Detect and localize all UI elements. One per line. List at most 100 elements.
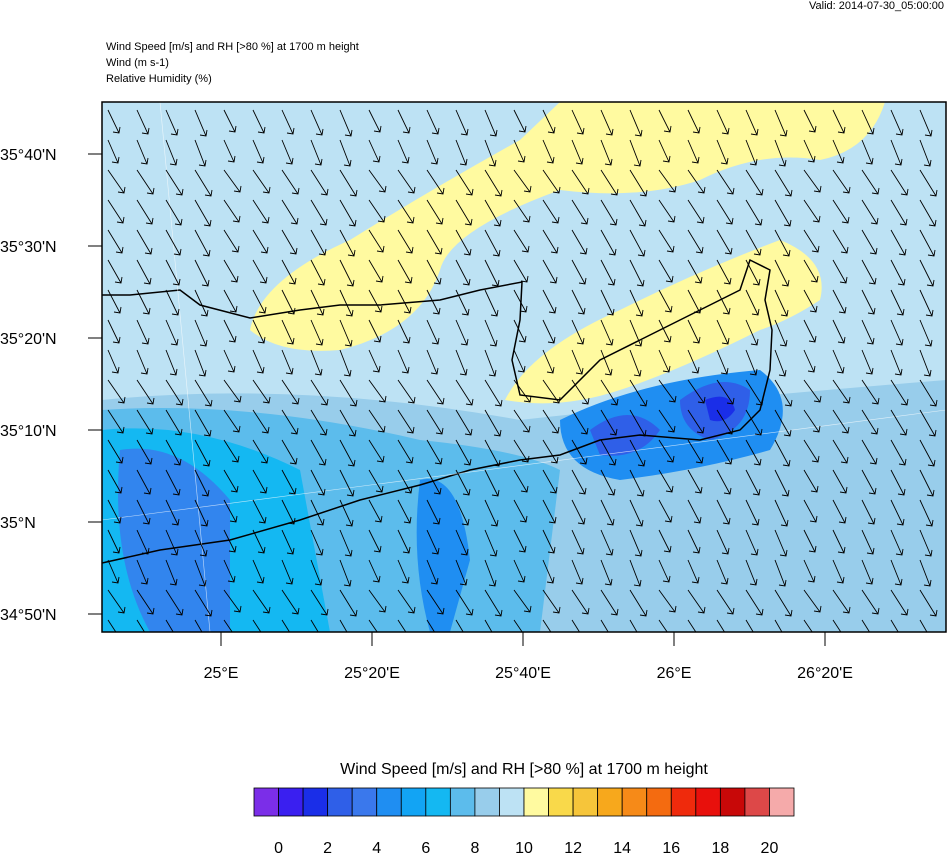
wind-arrow — [542, 409, 560, 434]
wind-arrow — [658, 109, 672, 133]
wind-arrow — [513, 499, 528, 523]
wind-arrow — [223, 169, 242, 193]
wind-arrow — [687, 289, 702, 314]
wind-arrow — [484, 469, 500, 497]
wind-arrow — [774, 619, 783, 632]
wind-arrow — [716, 499, 731, 525]
wind-arrow — [165, 109, 179, 136]
wind-arrow — [484, 289, 499, 317]
wind-arrow — [687, 499, 702, 524]
wind-arrow — [716, 229, 733, 255]
wind-arrow — [107, 439, 124, 464]
wind-arrow — [455, 169, 474, 196]
wind-arrow — [919, 439, 936, 467]
wind-arrow — [194, 499, 209, 527]
wind-arrow — [832, 529, 846, 554]
wind-arrow — [136, 259, 152, 285]
wind-arrow — [426, 229, 443, 255]
wind-arrow — [368, 439, 385, 463]
wind-arrow — [600, 499, 615, 526]
wind-arrow — [223, 259, 239, 283]
wind-arrow — [774, 229, 791, 257]
wind-arrow — [629, 169, 648, 197]
colorbar-label: 4 — [372, 840, 381, 854]
wind-arrow — [281, 229, 298, 255]
colorbar-box — [695, 787, 721, 817]
wind-arrow — [339, 469, 355, 497]
wind-arrow — [252, 559, 265, 584]
wind-arrow — [687, 199, 705, 224]
wind-arrow — [571, 499, 586, 525]
wind-arrow — [484, 409, 502, 437]
wind-arrow — [165, 169, 184, 196]
wind-arrow — [281, 289, 296, 315]
wind-arrow — [658, 259, 674, 283]
wind-arrow — [281, 619, 291, 632]
colorbar-box — [769, 787, 795, 817]
wind-arrow — [629, 319, 643, 347]
wind-arrow — [890, 199, 908, 226]
wind-arrow — [165, 409, 183, 436]
wind-arrow — [513, 349, 526, 373]
wind-arrow — [368, 589, 387, 613]
wind-arrow — [571, 139, 584, 165]
wind-arrow — [629, 229, 646, 257]
wind-arrow — [194, 589, 213, 617]
wind-arrow — [774, 109, 788, 137]
wind-arrow — [832, 259, 848, 284]
wind-arrow — [165, 139, 178, 166]
wind-arrow — [832, 409, 850, 434]
wind-arrow — [542, 169, 561, 194]
wind-arrow — [745, 379, 764, 406]
wind-arrow — [542, 109, 556, 134]
colorbar-box — [449, 787, 476, 817]
wind-arrow — [484, 169, 503, 197]
wind-arrow — [368, 499, 383, 523]
colorbar-box — [351, 787, 378, 817]
wind-arrow — [136, 229, 153, 255]
wind-arrow — [281, 409, 299, 435]
colorbar-box — [670, 787, 697, 817]
wind-arrow — [861, 349, 874, 375]
wind-arrow — [252, 139, 265, 164]
wind-arrow — [136, 199, 154, 225]
lat-label: 34°50'N — [0, 607, 57, 624]
wind-arrow — [658, 589, 677, 613]
wind-arrow — [107, 589, 126, 614]
wind-arrow — [194, 109, 208, 137]
wind-arrow — [861, 619, 871, 632]
colorbar-box — [253, 787, 279, 817]
wind-arrow — [252, 499, 267, 524]
wind-arrow — [687, 529, 701, 554]
wind-arrow — [368, 559, 381, 583]
wind-arrow — [716, 199, 734, 225]
wind-arrow — [194, 319, 208, 347]
wind-arrow — [600, 259, 616, 286]
wind-arrow — [716, 139, 729, 165]
wind-arrow — [368, 349, 381, 373]
wind-arrow — [426, 439, 443, 465]
wind-arrow — [397, 409, 415, 434]
wind-arrow — [136, 529, 150, 555]
wind-arrow — [252, 109, 266, 134]
wind-arrow — [774, 589, 793, 617]
wind-arrow — [658, 499, 673, 523]
header-line: Wind (m s-1) — [106, 57, 169, 69]
wind-arrow — [774, 289, 789, 317]
wind-arrow — [368, 259, 384, 283]
wind-arrow — [165, 619, 174, 632]
wind-arrow — [194, 229, 211, 257]
wind-arrow — [658, 229, 675, 253]
wind-arrow — [107, 349, 120, 374]
wind-arrow — [687, 229, 704, 254]
wind-arrow — [223, 379, 242, 403]
wind-arrow — [455, 619, 464, 632]
wind-arrow — [339, 169, 358, 197]
wind-arrow — [339, 229, 356, 257]
wind-arrow — [194, 409, 212, 437]
wind-arrow — [165, 559, 178, 586]
wind-arrow — [281, 319, 295, 345]
wind-arrow — [890, 589, 909, 616]
wind-arrow — [194, 199, 212, 227]
wind-arrow — [803, 409, 821, 433]
